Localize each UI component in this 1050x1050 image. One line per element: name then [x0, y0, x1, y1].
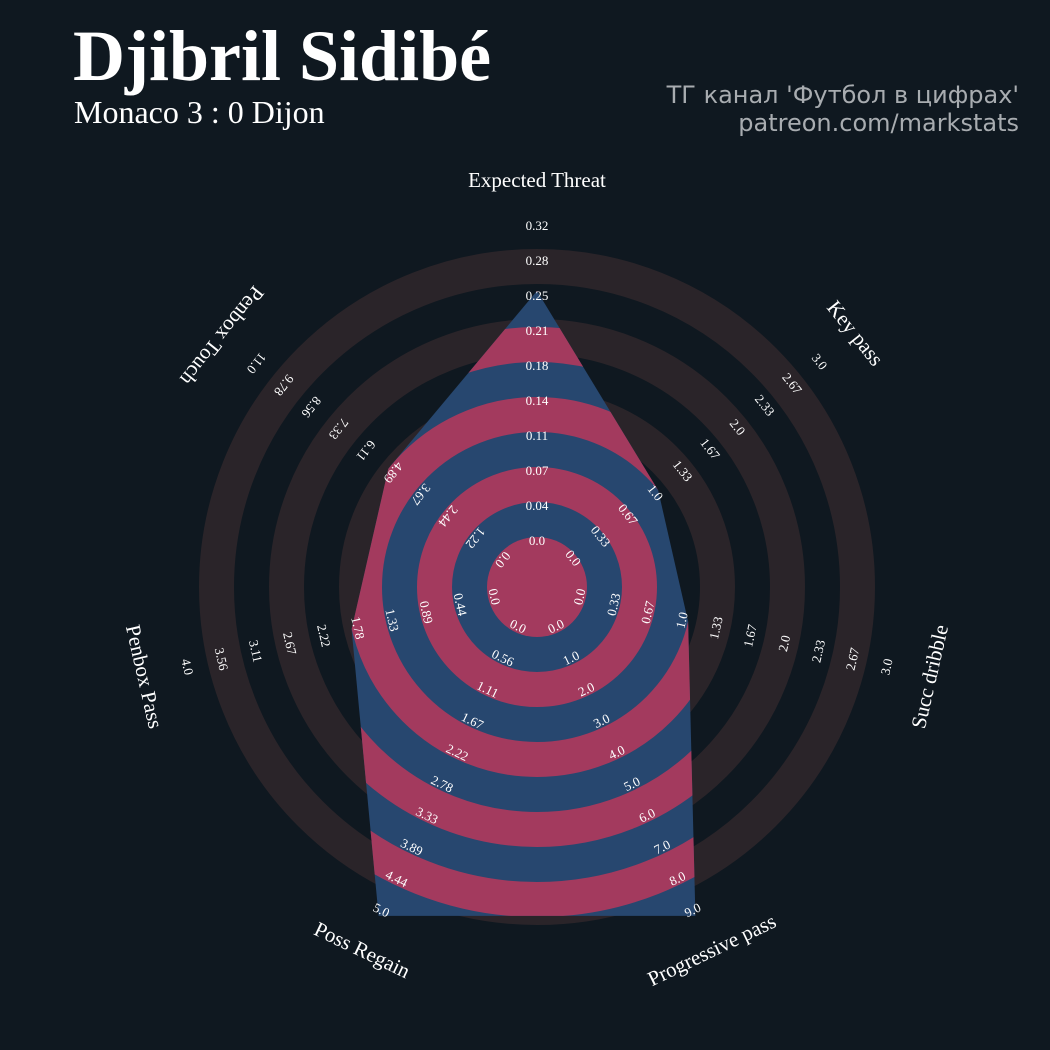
axis-label: Key pass [822, 296, 888, 371]
tick-label: 2.67 [280, 631, 300, 657]
tick-label: 1.33 [382, 607, 402, 633]
axis-label: Succ dribble [906, 622, 953, 730]
tick-label: 0.89 [417, 600, 437, 626]
tick-label: 4.0 [606, 742, 627, 763]
tick-label: 0.33 [604, 592, 624, 618]
player-band-3 [351, 327, 696, 847]
tick-label: 0.0 [570, 587, 588, 606]
player-band-4 [351, 290, 696, 916]
axis-label: Penbox Pass [121, 622, 168, 730]
tick-label: 0.0 [485, 587, 503, 606]
tick-label: 2.33 [808, 638, 828, 664]
tick-label: 8.56 [298, 394, 324, 422]
tick-label: 2.22 [314, 623, 334, 649]
tick-label: 0.21 [526, 323, 549, 338]
tick-label: 0.11 [526, 428, 548, 443]
tick-label: 3.11 [246, 639, 266, 664]
tick-label: 0.0 [529, 533, 545, 548]
tick-label: 2.0 [576, 679, 597, 700]
tick-label: 2.0 [775, 634, 793, 653]
axis-label: Poss Regain [311, 917, 415, 984]
tick-label: 1.0 [560, 647, 581, 668]
tick-label: 0.18 [526, 358, 549, 373]
tick-label: 0.04 [526, 498, 549, 513]
tick-label: 5.0 [621, 774, 642, 795]
radar-center-disc [487, 537, 587, 637]
match-result: Monaco 3 : 0 Dijon [74, 94, 325, 130]
tick-label: 0.67 [638, 599, 658, 625]
tick-label: 0.07 [526, 463, 549, 478]
tick-label: 7.0 [652, 837, 673, 858]
radar-tick-labels: 0.0 0.04 0.07 0.11 0.14 0.18 0.21 0.25 0.28 0.32 0… [178, 218, 895, 920]
tick-label: 6.0 [636, 805, 657, 826]
player-band-2 [351, 397, 696, 777]
tick-label: 1.33 [706, 615, 726, 641]
tick-label: 0.28 [526, 253, 549, 268]
tick-label: 5.0 [371, 900, 392, 921]
tick-label: 0.0 [508, 616, 529, 637]
tick-label: 8.0 [667, 868, 688, 889]
tick-label: 9.0 [682, 900, 703, 921]
tick-label: 6.11 [353, 437, 379, 464]
tick-label: 0.44 [451, 592, 471, 618]
tick-label: 0.32 [526, 218, 549, 233]
credit-telegram-channel: ТГ канал 'Футбол в цифрах' [666, 81, 1019, 109]
tick-label: 3.0 [591, 710, 612, 731]
credit-patreon-link: patreon.com/markstats [738, 109, 1019, 137]
tick-label: 2.67 [843, 646, 863, 672]
tick-label: 0.14 [526, 393, 549, 408]
tick-label: 1.67 [740, 622, 760, 648]
tick-label: 3.0 [809, 351, 831, 373]
player-polygon-bands [351, 290, 696, 916]
axis-label: Expected Threat [468, 168, 606, 192]
tick-label: 1.0 [673, 610, 691, 629]
tick-label: 4.0 [178, 657, 196, 676]
tick-label: 1.78 [348, 615, 368, 641]
player-name: Djibril Sidibé [73, 16, 492, 96]
player-band-1 [417, 467, 657, 707]
tick-label: 3.0 [877, 657, 895, 676]
radar-player-layer [351, 290, 696, 916]
tick-label: 0.0 [545, 616, 566, 637]
tick-label: 11.0 [244, 350, 270, 377]
tick-label: 0.25 [526, 288, 549, 303]
tick-label: 3.56 [212, 646, 232, 672]
axis-label: Progressive pass [644, 909, 780, 991]
